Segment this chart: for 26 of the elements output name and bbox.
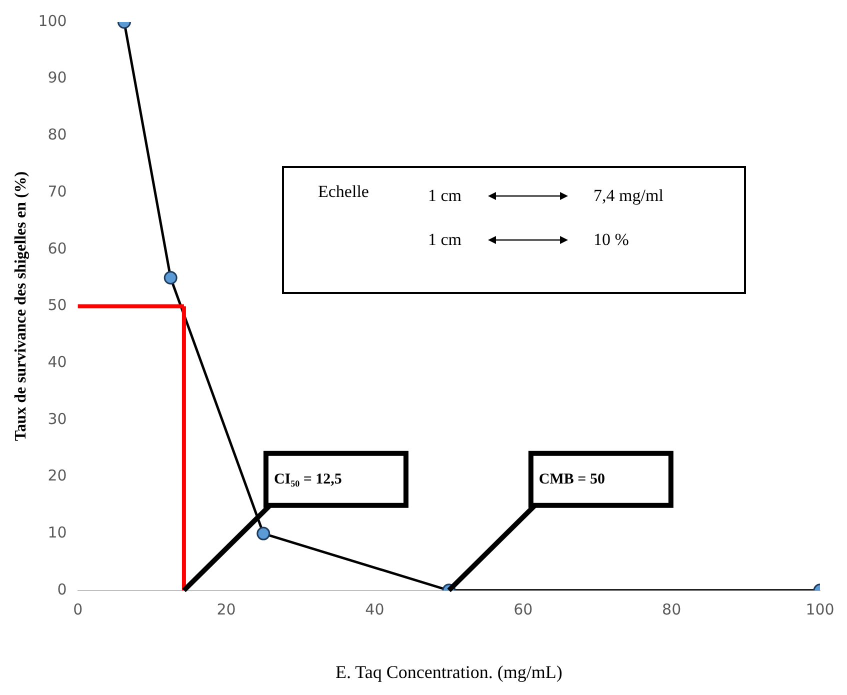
annotation: 1 cm [428,186,462,206]
x-tick-label: 0 [73,600,83,618]
y-tick-label: 90 [48,68,67,87]
annotation: CI₅₀ = 12,5 [274,471,342,488]
annotation: CMB = 50 [538,471,605,488]
annotation: 1 cm [428,230,462,250]
annotation: 7,4 mg/ml [594,186,664,206]
y-tick-label: 40 [48,352,67,371]
annotation: 10 % [594,230,629,250]
x-axis-title: E. Taq Concentration. (mg/mL) [335,662,562,682]
y-axis-title: Taux de survivance des shigelles en (%) [12,171,30,442]
x-tick-label: 40 [365,600,384,618]
y-tick-label: 0 [57,580,67,598]
y-tick-label: 20 [48,466,67,485]
annotation: Echelle [318,182,369,202]
y-tick-label: 80 [48,126,67,144]
y-tick-label: 30 [48,410,67,428]
y-tick-label: 70 [48,182,67,200]
y-tick-label: 10 [48,523,67,542]
x-tick-label: 60 [514,600,533,618]
x-tick-label: 80 [662,600,682,618]
y-tick-label: 60 [48,239,67,258]
x-tick-label: 20 [216,600,236,618]
y-tick-label: 100 [38,12,67,30]
y-tick-label: 50 [48,296,67,314]
x-tick-label: 100 [806,600,834,618]
